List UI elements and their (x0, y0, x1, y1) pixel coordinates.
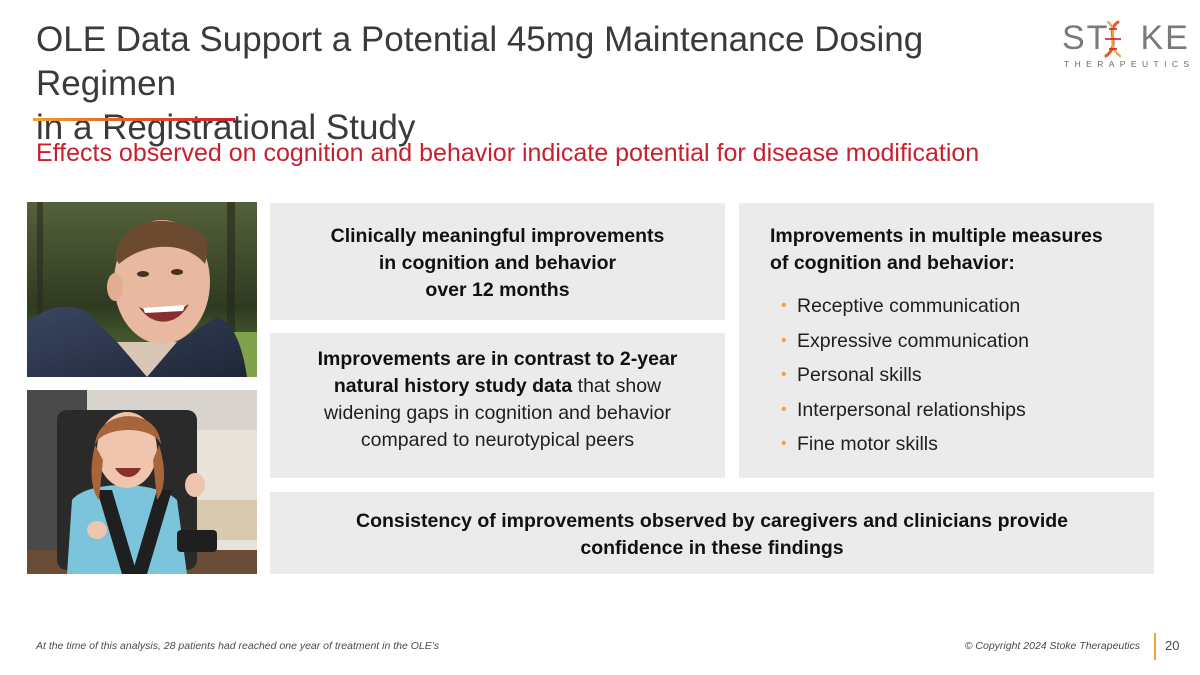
bullet-item: • Expressive communication (770, 324, 1154, 359)
box2-line-2-rest: that show (572, 375, 662, 397)
bullet-item: • Receptive communication (770, 289, 1154, 324)
box1-line-3: over 12 months (425, 279, 570, 301)
dna-helix-icon (1104, 20, 1122, 58)
improvements-over-12-months-box: Clinically meaningful improvements in co… (270, 203, 725, 320)
patient-photo-young-woman (27, 390, 257, 574)
patient-photo-2-image (27, 390, 257, 574)
slide-title-line-1: OLE Data Support a Potential 45mg Mainte… (36, 20, 924, 103)
box2-line-2: natural history study data that show (270, 373, 725, 400)
box3-heading-line-1: Improvements in multiple measures (770, 225, 1103, 247)
bullet-item: • Personal skills (770, 358, 1154, 393)
bullet-dot-icon: • (781, 400, 787, 418)
patient-photo-1-image (27, 202, 257, 377)
box2-line-1: Improvements are in contrast to 2-year (317, 348, 678, 370)
natural-history-contrast-box: Improvements are in contrast to 2-year n… (270, 333, 725, 478)
copyright-notice: © Copyright 2024 Stoke Therapeutics (964, 640, 1140, 652)
logo-word-left: ST (1062, 19, 1110, 57)
slide-title-line-2: in a Registrational Study (36, 108, 416, 147)
page-number: 20 (1165, 638, 1180, 653)
footnote: At the time of this analysis, 28 patient… (36, 640, 440, 652)
box2-line-4: compared to neurotypical peers (360, 429, 635, 451)
box2-line-2-bold: natural history study data (333, 375, 573, 397)
slide-subtitle: Effects observed on cognition and behavi… (36, 139, 980, 167)
bullet-item: • Fine motor skills (770, 427, 1154, 462)
multiple-measures-box: Improvements in multiple measures of cog… (739, 203, 1154, 478)
logo-wordmark: ST KE (1062, 18, 1190, 58)
title-underline-rule (33, 118, 235, 121)
box1-line-2: in cognition and behavior (378, 252, 617, 274)
box4-line-2: confidence in these findings (580, 537, 844, 559)
box2-line-3: widening gaps in cognition and behavior (324, 402, 671, 424)
slide-title: OLE Data Support a Potential 45mg Mainte… (36, 18, 1046, 150)
patient-photo-young-man (27, 202, 257, 377)
bullet-dot-icon: • (781, 435, 787, 452)
box3-heading-line-2: of cognition and behavior: (770, 252, 1015, 274)
stoke-logo: ST KE THERAPEUTICS (1062, 18, 1189, 70)
consistency-box: Consistency of improvements observed by … (270, 492, 1154, 574)
bullet-dot-icon: • (781, 366, 787, 383)
bullet-dot-icon: • (781, 331, 787, 349)
box4-line-1: Consistency of improvements observed by … (356, 510, 1068, 532)
box1-line-1: Clinically meaningful improvements (330, 225, 665, 247)
bullet-item-text: Receptive communication (797, 295, 1021, 317)
bullet-item: • Interpersonal relationships (770, 393, 1154, 428)
bullet-item-text: Personal skills (797, 364, 922, 386)
logo-tagline: THERAPEUTICS (1064, 59, 1195, 69)
bullet-dot-icon: • (781, 297, 787, 314)
bullet-item-text: Expressive communication (797, 329, 1029, 352)
bullet-item-text: Interpersonal relationships (797, 398, 1026, 421)
bullet-item-text: Fine motor skills (797, 433, 938, 455)
logo-word-right: KE (1140, 19, 1190, 57)
measures-bullet-list: • Receptive communication • Expressive com… (770, 289, 1154, 462)
footer-divider (1154, 633, 1156, 660)
